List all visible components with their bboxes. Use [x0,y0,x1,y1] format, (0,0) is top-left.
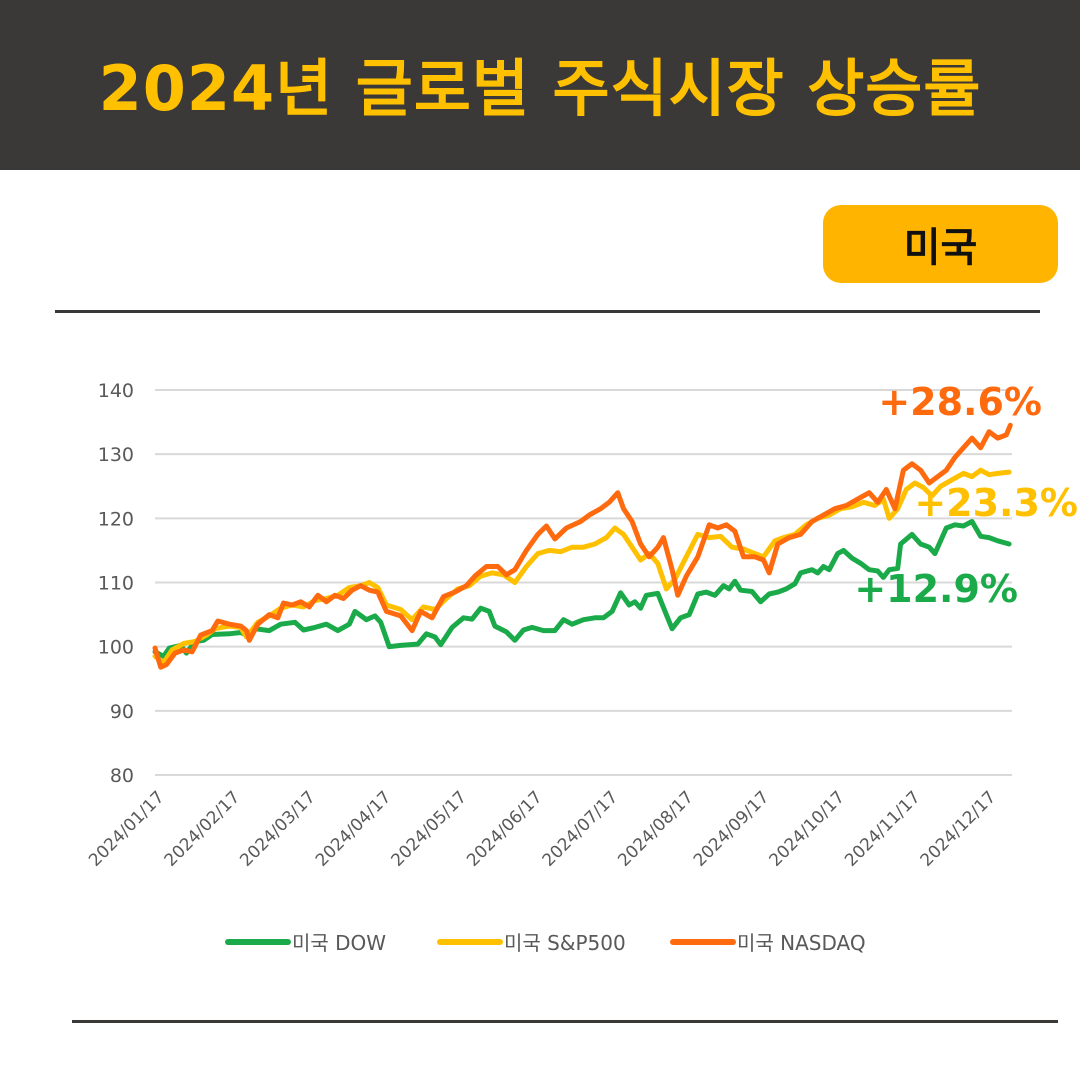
x-tick-label: 2024/03/17 [236,787,319,870]
y-tick-label: 140 [98,380,134,402]
x-tick-label: 2024/11/17 [841,787,924,870]
x-tick-label: 2024/02/17 [161,787,244,870]
x-tick-label: 2024/12/17 [917,787,1000,870]
y-tick-label: 100 [98,637,134,659]
series-line-2 [152,422,1013,670]
x-tick-label: 2024/09/17 [690,787,773,870]
end-label: +23.3% [914,481,1078,525]
legend-label: 미국 S&P500 [504,931,626,955]
end-label: +28.6% [878,380,1042,424]
y-tick-label: 110 [98,573,134,595]
x-tick-label: 2024/04/17 [312,787,395,870]
x-tick-label: 2024/05/17 [388,787,471,870]
x-tick-label: 2024/06/17 [463,787,546,870]
y-tick-label: 130 [98,444,134,466]
y-tick-label: 90 [110,701,134,723]
line-chart: 14013012011010090802024/01/172024/02/172… [85,380,1078,955]
bottom-divider [72,1020,1058,1023]
region-badge: 미국 [823,205,1058,283]
legend-label: 미국 DOW [292,931,386,955]
page-title: 2024년 글로벌 주식시장 상승률 [98,52,982,125]
title-banner [0,0,1080,170]
series-line-1 [152,467,1012,666]
x-tick-label: 2024/01/17 [85,787,168,870]
x-tick-label: 2024/10/17 [766,787,849,870]
end-label: +12.9% [854,567,1018,611]
y-tick-label: 80 [110,765,134,787]
y-tick-label: 120 [98,508,134,530]
x-tick-label: 2024/08/17 [614,787,697,870]
legend-label: 미국 NASDAQ [737,931,866,955]
series-line-0 [152,519,1012,659]
top-divider [55,310,1040,313]
x-tick-label: 2024/07/17 [539,787,622,870]
